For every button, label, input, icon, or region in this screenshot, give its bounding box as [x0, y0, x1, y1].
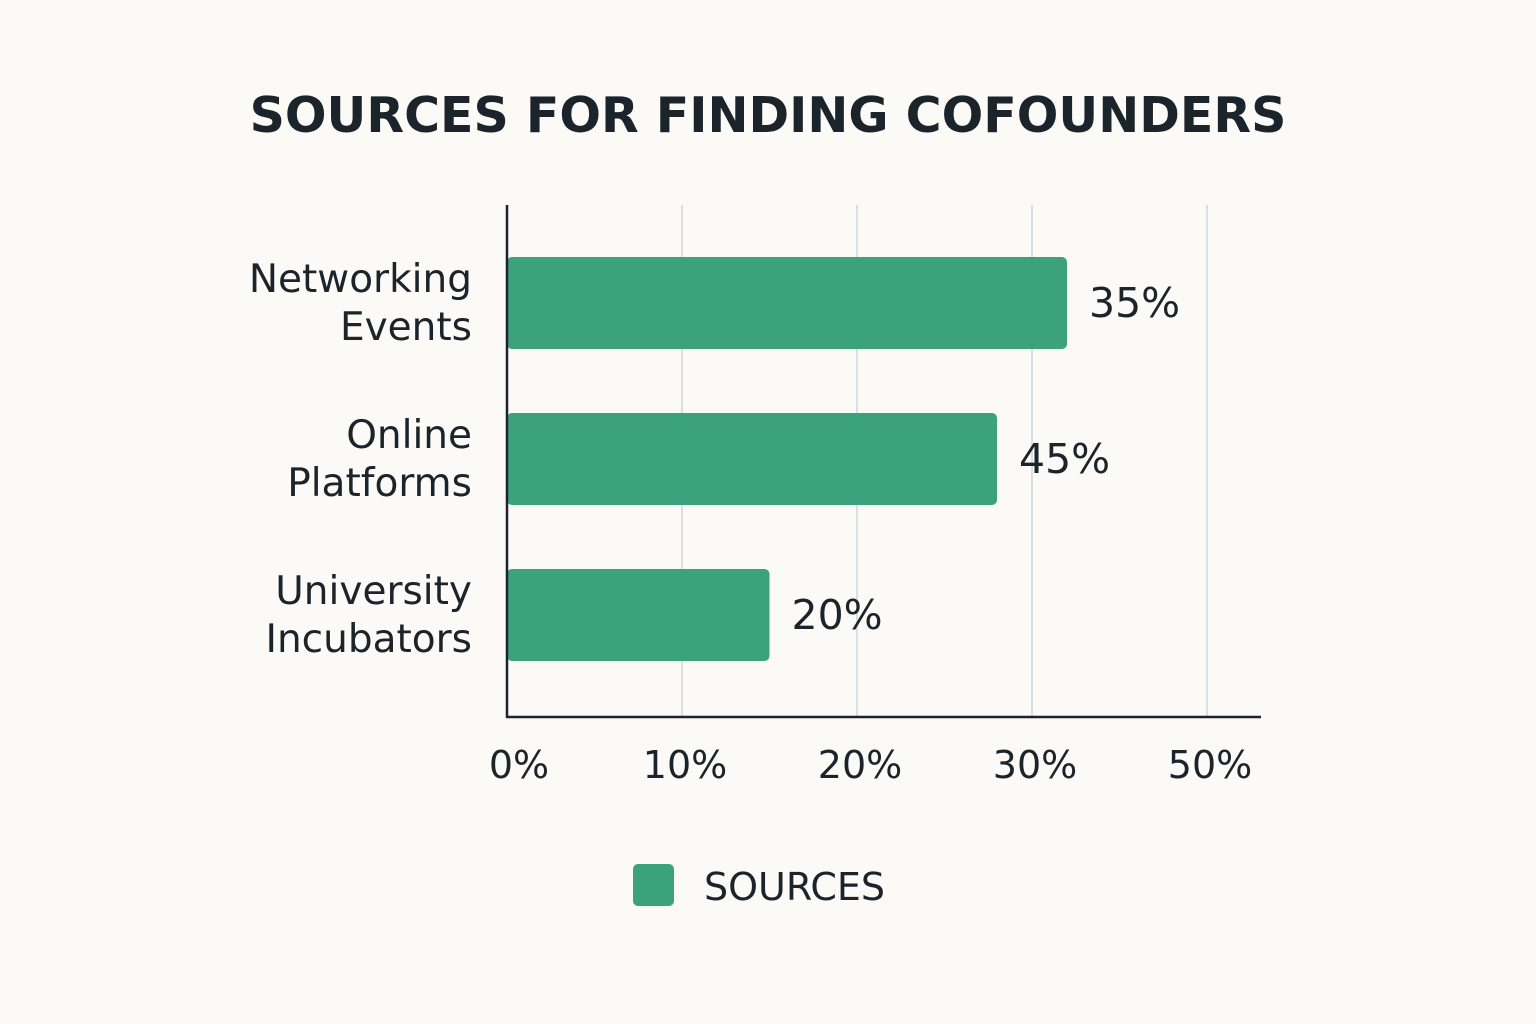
- category-label: Events: [340, 305, 472, 350]
- chart-title: SOURCES FOR FINDING COFOUNDERS: [250, 87, 1287, 144]
- x-tick-label: 10%: [643, 743, 727, 787]
- legend: SOURCES: [633, 864, 885, 909]
- legend-swatch: [633, 864, 674, 906]
- category-label: University: [275, 569, 472, 614]
- category-label: Platforms: [287, 461, 472, 506]
- x-tick-label: 20%: [818, 743, 902, 787]
- category-label: Online: [346, 413, 472, 458]
- bars: [507, 257, 1067, 661]
- bar: [507, 569, 770, 661]
- bar: [507, 257, 1067, 349]
- value-labels: 35% 45% 20%: [792, 279, 1181, 639]
- data-label: 35%: [1089, 279, 1180, 327]
- category-label: Incubators: [265, 617, 472, 662]
- legend-label: SOURCES: [704, 865, 885, 909]
- x-axis-tick-labels: 0% 10% 20% 30% 50%: [489, 743, 1252, 787]
- x-tick-label: 0%: [489, 743, 549, 787]
- x-tick-label: 50%: [1168, 743, 1252, 787]
- x-tick-label: 30%: [993, 743, 1077, 787]
- category-label: Networking: [249, 257, 472, 302]
- data-label: 45%: [1019, 435, 1110, 483]
- bar: [507, 413, 997, 505]
- data-label: 20%: [792, 591, 883, 639]
